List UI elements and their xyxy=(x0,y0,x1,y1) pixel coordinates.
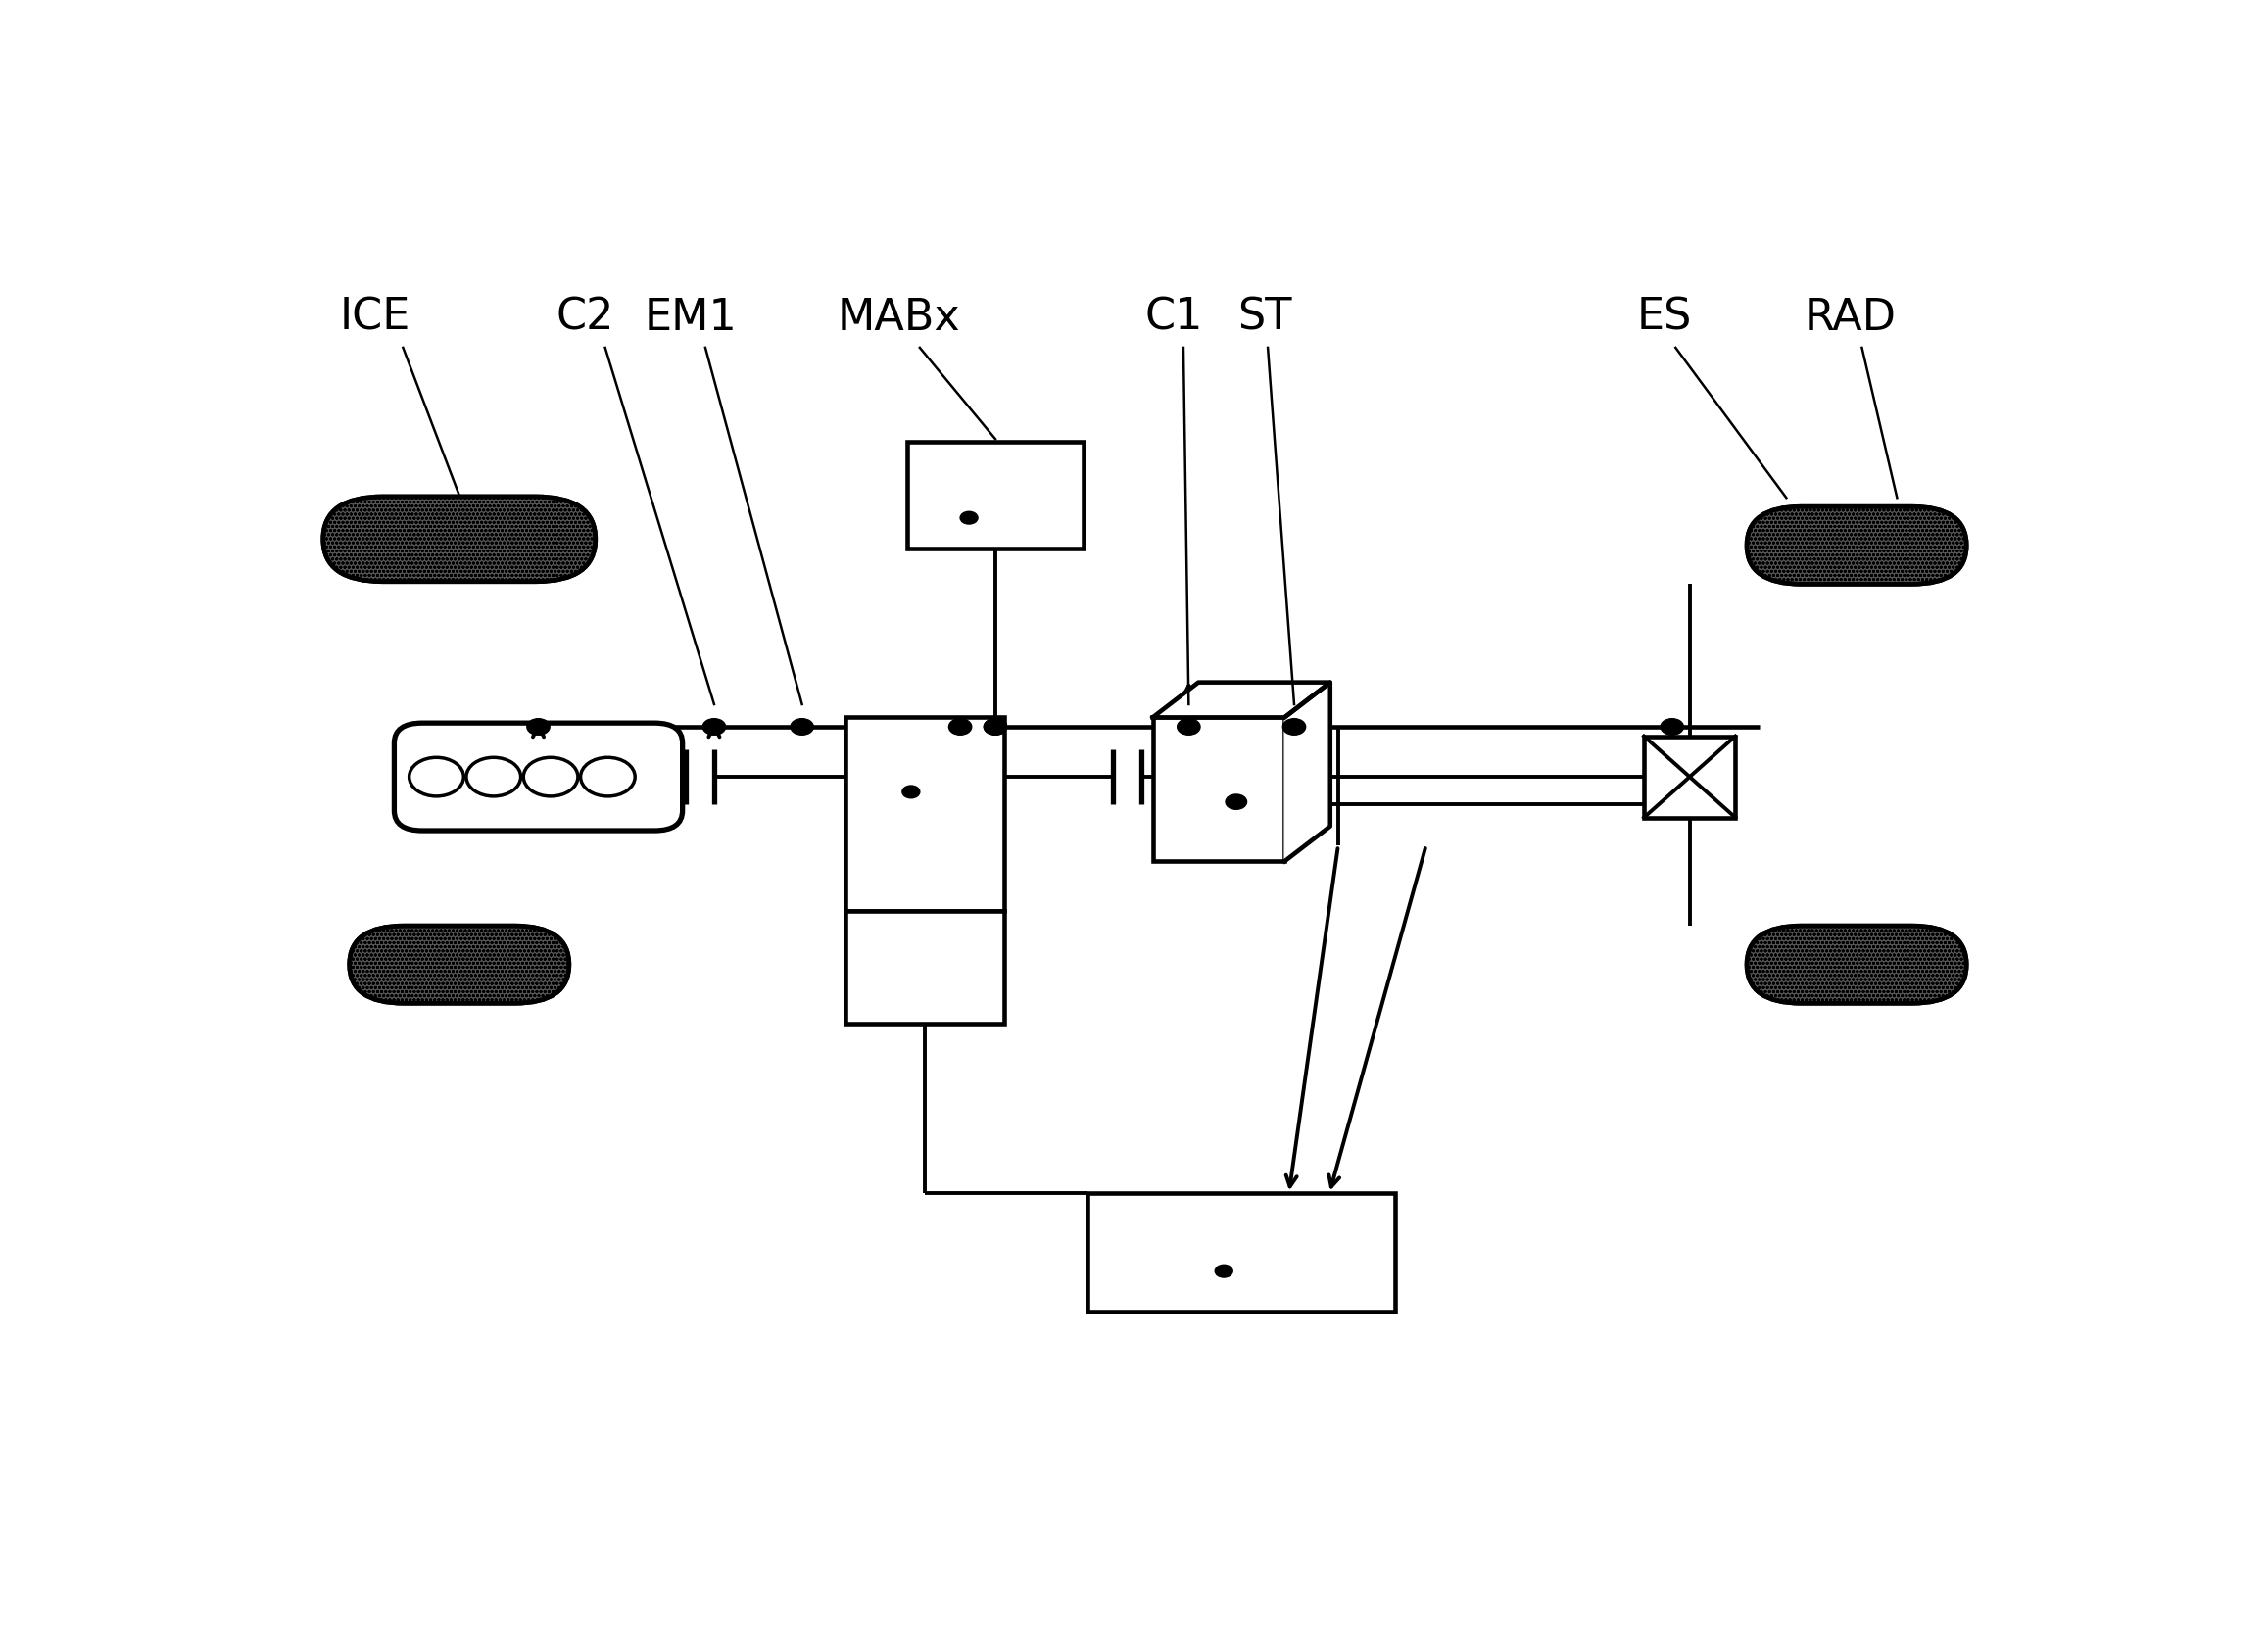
Text: EM1: EM1 xyxy=(644,297,737,340)
Polygon shape xyxy=(1152,682,1331,717)
Bar xyxy=(1644,736,1735,817)
Bar xyxy=(846,717,1005,912)
Circle shape xyxy=(526,718,549,735)
Polygon shape xyxy=(1284,682,1331,861)
FancyBboxPatch shape xyxy=(322,497,596,582)
Bar xyxy=(1152,717,1284,861)
Circle shape xyxy=(984,718,1007,735)
FancyBboxPatch shape xyxy=(1746,507,1966,583)
Circle shape xyxy=(903,785,921,798)
Circle shape xyxy=(959,512,978,525)
FancyBboxPatch shape xyxy=(395,723,683,830)
Circle shape xyxy=(1284,718,1306,735)
Text: C2: C2 xyxy=(556,297,615,340)
Text: ST: ST xyxy=(1238,297,1293,340)
Circle shape xyxy=(703,718,726,735)
Circle shape xyxy=(1177,718,1200,735)
Circle shape xyxy=(1660,718,1683,735)
Text: ICE: ICE xyxy=(340,297,411,340)
Text: RAD: RAD xyxy=(1803,297,1896,340)
Text: C1: C1 xyxy=(1145,297,1202,340)
Circle shape xyxy=(984,718,1007,735)
Circle shape xyxy=(1216,1264,1234,1277)
Text: MABx: MABx xyxy=(837,297,959,340)
Bar xyxy=(846,912,1005,1024)
Bar xyxy=(907,442,1084,549)
FancyBboxPatch shape xyxy=(1746,926,1966,1003)
Circle shape xyxy=(792,718,814,735)
Circle shape xyxy=(948,718,971,735)
Circle shape xyxy=(1225,795,1247,809)
Text: ES: ES xyxy=(1637,297,1692,340)
Bar xyxy=(1089,1193,1395,1311)
FancyBboxPatch shape xyxy=(349,926,569,1003)
